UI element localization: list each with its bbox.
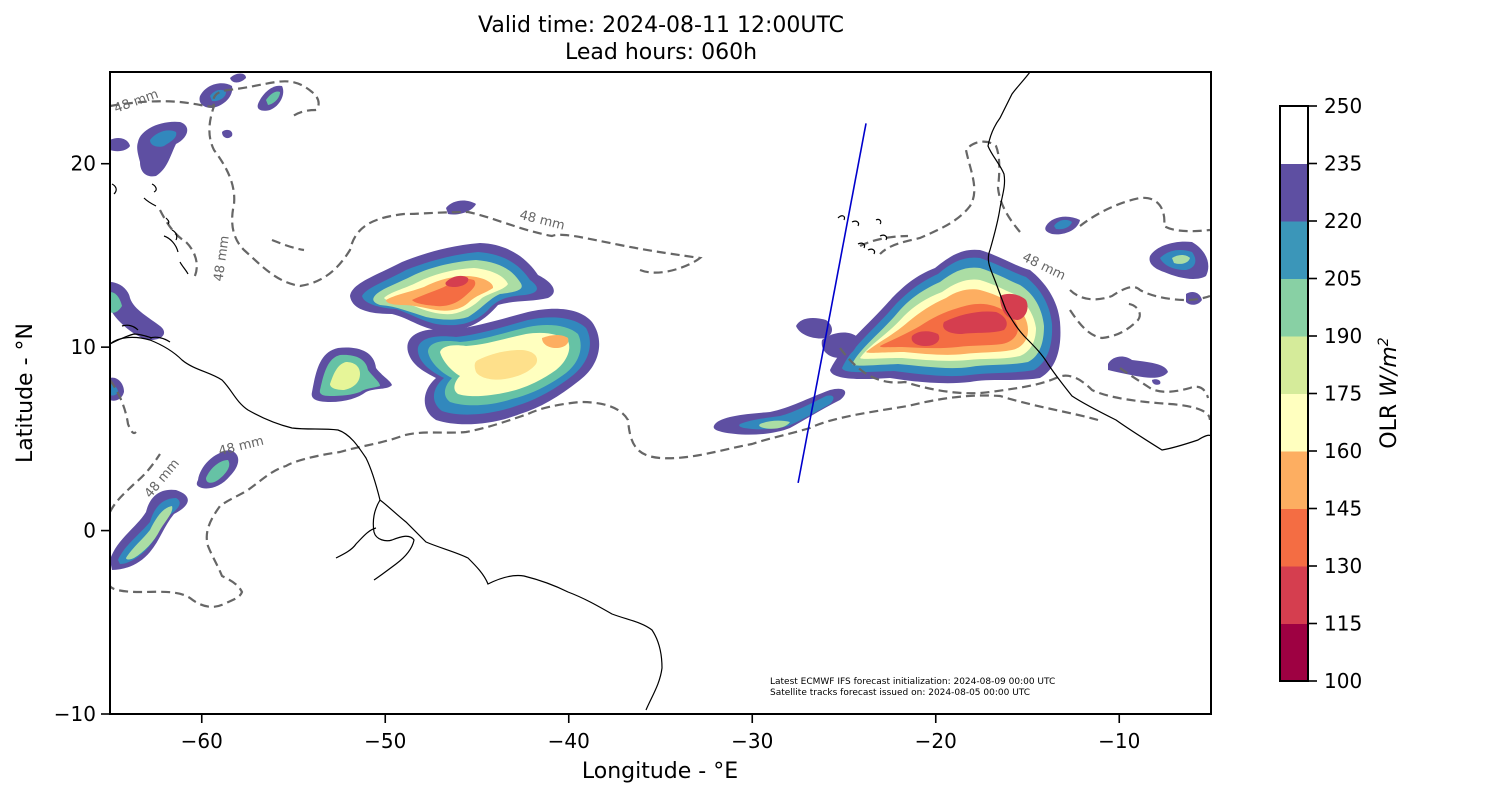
contour-northwest bbox=[110, 80, 320, 111]
contour-west bbox=[110, 379, 137, 435]
contour-east-2 bbox=[1069, 286, 1211, 302]
colorbar-tick-label: 220 bbox=[1324, 209, 1362, 233]
y-axis: 20 10 0 −10 bbox=[54, 152, 110, 726]
colorbar-tick-label: 250 bbox=[1324, 94, 1362, 118]
y-tick-label: −10 bbox=[54, 702, 96, 726]
colorbar-tick-label: 115 bbox=[1324, 612, 1362, 636]
y-tick-label: 0 bbox=[83, 519, 96, 543]
x-axis: −60 −50 −40 −30 −20 −10 bbox=[181, 714, 1140, 753]
contour-main bbox=[208, 105, 703, 288]
colorbar-band bbox=[1280, 508, 1308, 567]
olr-system-c bbox=[311, 347, 392, 402]
colorbar-band bbox=[1280, 393, 1308, 452]
footnote-tracks: Satellite tracks forecast issued on: 202… bbox=[770, 688, 1030, 698]
satellite-track bbox=[797, 123, 867, 484]
colorbar-tick-label: 190 bbox=[1324, 324, 1362, 348]
colorbar-band bbox=[1280, 451, 1308, 509]
colorbar-band bbox=[1280, 566, 1308, 624]
x-tick-label: −20 bbox=[915, 729, 957, 753]
contour-east bbox=[1079, 196, 1211, 233]
colorbar-label-unit: W/m bbox=[1377, 346, 1402, 397]
colorbar: 100 115 130 145 160 175 190 205 220 235 250 bbox=[1279, 94, 1362, 693]
contour-label: 48 mm bbox=[212, 235, 233, 283]
colorbar-tick-label: 175 bbox=[1324, 382, 1362, 406]
title-valid-time: Valid time: 2024-08-11 12:00UTC bbox=[478, 13, 844, 38]
y-tick-label: 20 bbox=[71, 152, 96, 176]
contour-south bbox=[839, 347, 1211, 421]
x-tick-label: −60 bbox=[181, 729, 223, 753]
colorbar-tick-label: 235 bbox=[1324, 152, 1362, 176]
contour-label: 48 mm bbox=[112, 87, 160, 117]
coastlines bbox=[110, 72, 1211, 711]
amazon-islands bbox=[335, 527, 377, 559]
south-america-coast bbox=[110, 336, 663, 711]
colorbar-tick-label: 205 bbox=[1324, 267, 1362, 291]
x-tick-label: −40 bbox=[548, 729, 590, 753]
contour-north bbox=[289, 108, 317, 119]
olr-system-e bbox=[713, 318, 858, 435]
colorbar-tick-label: 130 bbox=[1324, 554, 1362, 578]
cape-verde bbox=[837, 215, 888, 255]
olr-system-a bbox=[350, 243, 554, 332]
colorbar-band bbox=[1280, 278, 1308, 337]
contour-east-4 bbox=[1119, 367, 1210, 399]
olr-system-b bbox=[407, 308, 600, 425]
colorbar-label: OLR W/m2 bbox=[1376, 337, 1402, 448]
colorbar-band bbox=[1280, 106, 1308, 164]
olr-contours bbox=[110, 73, 1209, 570]
footnote-init: Latest ECMWF IFS forecast initialization… bbox=[770, 677, 1055, 687]
y-axis-label: Latitude - °N bbox=[13, 323, 38, 463]
x-tick-label: −10 bbox=[1098, 729, 1140, 753]
precip-48mm-contours bbox=[110, 80, 1211, 608]
map-area: 48 mm 48 mm 48 mm 48 mm 48 mm 48 mm Late… bbox=[110, 72, 1211, 711]
colorbar-band bbox=[1280, 221, 1308, 279]
colorbar-band bbox=[1280, 623, 1308, 682]
title-lead-hours: Lead hours: 060h bbox=[564, 40, 758, 65]
colorbar-tick-label: 145 bbox=[1324, 497, 1362, 521]
x-tick-label: −30 bbox=[731, 729, 773, 753]
colorbar-tick-label: 160 bbox=[1324, 439, 1362, 463]
olr-small-systems bbox=[110, 73, 1209, 570]
contour-nw-3 bbox=[271, 238, 305, 252]
x-tick-label: −50 bbox=[364, 729, 406, 753]
venezuela-detail bbox=[110, 333, 153, 345]
contour-small-1 bbox=[859, 234, 909, 247]
contour-africa bbox=[879, 140, 1021, 255]
contour-nw-2 bbox=[159, 209, 198, 279]
colorbar-label-exponent: 2 bbox=[1376, 337, 1392, 346]
caribbean-islands bbox=[111, 183, 189, 343]
olr-system-d bbox=[830, 249, 1061, 384]
west-africa-coast bbox=[987, 72, 1211, 451]
map-frame bbox=[109, 71, 1212, 715]
contour-east-3 bbox=[1069, 302, 1141, 340]
colorbar-label-text: OLR bbox=[1377, 397, 1402, 449]
x-axis-label: Longitude - °E bbox=[582, 759, 738, 784]
contour-southwest bbox=[110, 394, 1099, 608]
title-block: Valid time: 2024-08-11 12:00UTC Lead hou… bbox=[110, 12, 1212, 66]
colorbar-tick-label: 100 bbox=[1324, 669, 1362, 693]
colorbar-band bbox=[1280, 336, 1308, 394]
y-tick-label: 10 bbox=[71, 335, 96, 359]
colorbar-band bbox=[1280, 163, 1308, 222]
contour-label: 48 mm bbox=[217, 434, 265, 460]
